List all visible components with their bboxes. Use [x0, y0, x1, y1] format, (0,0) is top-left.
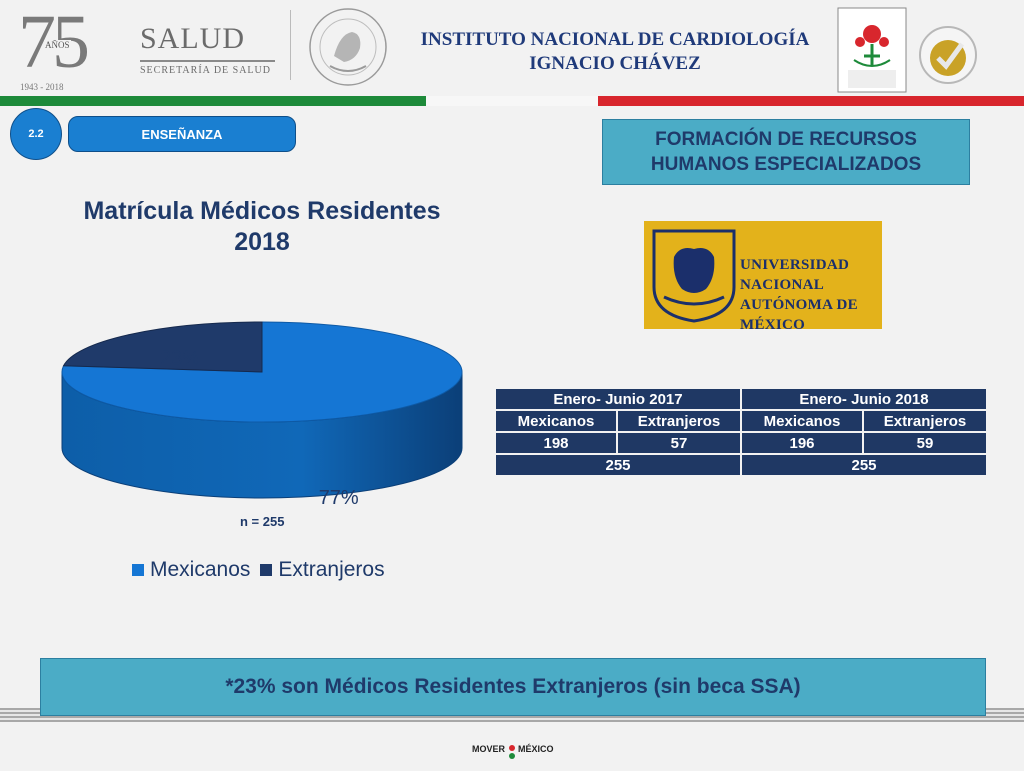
- section-heading-line1: FORMACIÓN DE RECURSOS: [655, 129, 917, 150]
- mover-mexico-logo: MOVER MÉXICO: [470, 738, 566, 766]
- legend-swatch-mexicanos: [132, 564, 144, 576]
- salud-divider: [140, 60, 275, 62]
- chart-legend: Mexicanos Extranjeros: [132, 558, 395, 582]
- table-cell: 57: [618, 433, 740, 453]
- header-separator: [290, 10, 291, 80]
- unam-line2: AUTÓNOMA DE MÉXICO: [740, 297, 858, 333]
- period-header: Enero- Junio 2017: [496, 389, 740, 409]
- table-cell: 59: [864, 433, 986, 453]
- column-header: Mexicanos: [742, 411, 862, 431]
- section-heading-box: FORMACIÓN DE RECURSOS HUMANOS ESPECIALIZ…: [602, 119, 970, 185]
- unam-wordmark: UNIVERSIDAD NACIONAL AUTÓNOMA DE MÉXICO: [740, 255, 882, 335]
- section-number-badge: 2.2: [10, 108, 62, 160]
- flag-band-white: [426, 96, 598, 106]
- section-name-tab: ENSEÑANZA: [68, 116, 296, 152]
- anniversary-logo: 75 AÑOS 1943 - 2018: [18, 4, 118, 94]
- legend-item-extranjeros: Extranjeros: [260, 558, 385, 582]
- mover-mexico-icon: MOVER MÉXICO: [472, 744, 554, 759]
- pie-slice-extranjeros: [62, 321, 263, 373]
- section-heading-line2: HUMANOS ESPECIALIZADOS: [650, 154, 922, 175]
- certification-seal-icon: [919, 26, 977, 84]
- column-header: Mexicanos: [496, 411, 616, 431]
- total-cell: 255: [496, 455, 740, 475]
- unam-line1: UNIVERSIDAD NACIONAL: [740, 257, 850, 293]
- institute-line1: INSTITUTO NACIONAL DE CARDIOLOGÍA: [420, 29, 810, 50]
- table-row: Enero- Junio 2017 Enero- Junio 2018: [496, 389, 986, 409]
- anniversary-word: AÑOS: [44, 40, 71, 50]
- chart-title: Matrícula Médicos Residentes 2018: [52, 196, 472, 258]
- inc-logo-icon: [837, 7, 907, 93]
- legend-label-mexicanos: Mexicanos: [150, 558, 251, 581]
- salud-logo: SALUD SECRETARÍA DE SALUD: [140, 22, 290, 76]
- pie-chart: 77% 23%: [61, 321, 463, 509]
- institute-name: INSTITUTO NACIONAL DE CARDIOLOGÍA IGNACI…: [370, 28, 860, 76]
- sample-size-note: n = 255: [240, 514, 285, 529]
- legend-label-extranjeros: Extranjeros: [278, 558, 385, 581]
- total-cell: 255: [742, 455, 986, 475]
- pie-label-extranjeros: 23%: [160, 348, 200, 370]
- salud-subtitle: SECRETARÍA DE SALUD: [140, 65, 271, 76]
- chart-title-line2: 2018: [234, 228, 290, 256]
- salud-title: SALUD: [140, 22, 246, 55]
- unam-logo: UNIVERSIDAD NACIONAL AUTÓNOMA DE MÉXICO: [644, 221, 882, 333]
- pie-label-mexicanos: 77%: [319, 487, 359, 509]
- institute-line2: IGNACIO CHÁVEZ: [529, 53, 701, 74]
- chart-title-line1: Matrícula Médicos Residentes: [83, 197, 441, 225]
- unam-shield-icon: [652, 229, 736, 323]
- anniversary-years: 1943 - 2018: [20, 82, 64, 92]
- flag-band-red: [598, 96, 1024, 106]
- mover-text: MOVER: [472, 744, 506, 754]
- table-row: 198 57 196 59: [496, 433, 986, 453]
- flag-band-green: [0, 96, 426, 106]
- column-header: Extranjeros: [618, 411, 740, 431]
- column-header: Extranjeros: [864, 411, 986, 431]
- legend-item-mexicanos: Mexicanos: [132, 558, 250, 582]
- mexico-text: MÉXICO: [518, 744, 554, 754]
- table-row: 255 255: [496, 455, 986, 475]
- table-row: Mexicanos Extranjeros Mexicanos Extranje…: [496, 411, 986, 431]
- footnote-box: *23% son Médicos Residentes Extranjeros …: [40, 658, 986, 716]
- legend-swatch-extranjeros: [260, 564, 273, 576]
- period-header: Enero- Junio 2018: [742, 389, 986, 409]
- enrollment-table: Enero- Junio 2017 Enero- Junio 2018 Mexi…: [494, 387, 988, 477]
- table-cell: 196: [742, 433, 862, 453]
- national-emblem-icon: [309, 8, 387, 86]
- table-cell: 198: [496, 433, 616, 453]
